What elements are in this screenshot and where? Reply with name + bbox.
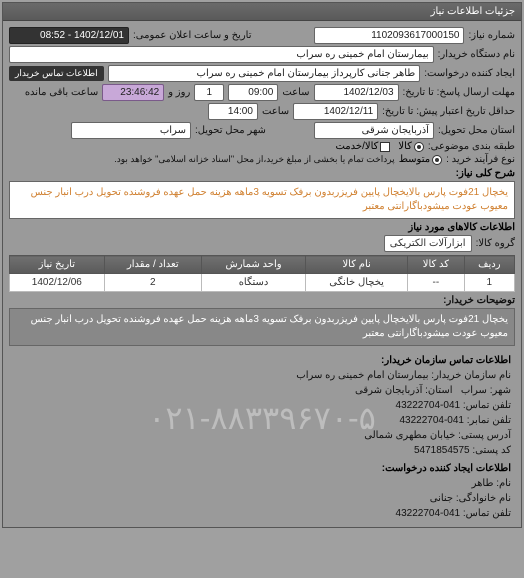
- deadline-time-label: ساعت: [282, 87, 309, 98]
- c-city-label: شهر:: [490, 385, 511, 396]
- col-code: کد کالا: [408, 256, 465, 274]
- cell-row: 1: [464, 274, 514, 292]
- goods-table-head: ردیف کد کالا نام کالا واحد شمارش تعداد /…: [10, 256, 515, 274]
- cell-qty: 2: [104, 274, 201, 292]
- c-rtel: 041-43222704: [396, 508, 461, 519]
- city-label: شهر محل تحویل:: [195, 125, 266, 136]
- org-name-label: نام سازمان خریدار:: [431, 370, 511, 381]
- c-city: سراب: [461, 385, 487, 396]
- checkbox-icon: [380, 142, 390, 152]
- cell-date: 1402/12/06: [10, 274, 105, 292]
- process-note: پرداخت تمام یا بخشی از مبلغ خرید،از محل …: [114, 154, 394, 165]
- lot-service-label: کالا/خدمت: [335, 141, 378, 152]
- buyer-dev-label: نام دستگاه خریدار:: [438, 49, 515, 60]
- c-addr: خیابان مطهری شمالی: [364, 430, 455, 441]
- org-name: بیمارستان امام خمینی ره سراب: [296, 370, 428, 381]
- goods-group-crumb[interactable]: ابزارآلات الکتریکی: [384, 235, 472, 252]
- c-addr-label: آدرس پستی:: [458, 430, 511, 441]
- col-unit: واحد شمارش: [201, 256, 305, 274]
- row-buyer-dev: نام دستگاه خریدار: بیمارستان امام خمینی …: [9, 46, 515, 63]
- goods-group-label: گروه کالا:: [476, 238, 515, 249]
- lot-radio-group: کالا کالا/خدمت: [335, 141, 423, 152]
- row-need-no: شماره نیاز: 1102093617000150 تاریخ و ساع…: [9, 27, 515, 44]
- deadline-time-field: 09:00: [228, 84, 278, 101]
- cell-name: یخچال خانگی: [306, 274, 408, 292]
- province-label: استان محل تحویل:: [438, 125, 515, 136]
- city-field: سراب: [71, 122, 191, 139]
- panel-title: جزئیات اطلاعات نیاز: [3, 3, 521, 21]
- c-fname-label: نام:: [496, 478, 511, 489]
- desc-label: شرح کلی نیاز:: [9, 168, 515, 179]
- details-panel: جزئیات اطلاعات نیاز شماره نیاز: 11020936…: [2, 2, 522, 528]
- cell-unit: دستگاه: [201, 274, 305, 292]
- row-lot: طبقه بندی موضوعی: کالا کالا/خدمت: [9, 141, 515, 152]
- col-date: تاریخ نیاز: [10, 256, 105, 274]
- lot-all-option[interactable]: کالا: [398, 141, 424, 152]
- goods-table: ردیف کد کالا نام کالا واحد شمارش تعداد /…: [9, 255, 515, 292]
- buyer-desc-text: یخچال 21فوت پارس بالایخچال پایین فریزربد…: [9, 308, 515, 346]
- goods-section-label: اطلاعات کالاهای مورد نیاز: [9, 222, 515, 233]
- c-postal: 5471854575: [414, 445, 470, 456]
- buyer-dev-field: بیمارستان امام خمینی ره سراب: [9, 46, 434, 63]
- need-no-field: 1102093617000150: [314, 27, 464, 44]
- credit-time-field: 14:00: [208, 103, 258, 120]
- process-label: نوع فرآیند خرید :: [446, 154, 515, 165]
- c-tel: 041-43222704: [396, 400, 461, 411]
- table-row[interactable]: 1 -- یخچال خانگی دستگاه 2 1402/12/06: [10, 274, 515, 292]
- lot-all-label: کالا: [398, 141, 412, 152]
- row-deadline: مهلت ارسال پاسخ: تا تاریخ: 1402/12/03 سا…: [9, 84, 515, 101]
- row-province: استان محل تحویل: آذربایجان شرقی شهر محل …: [9, 122, 515, 139]
- process-avg-option[interactable]: متوسط: [399, 154, 442, 165]
- contact-buyer-button[interactable]: اطلاعات تماس خریدار: [9, 66, 104, 81]
- desc-text: یخچال 21فوت پارس بالایخچال پایین فریزربد…: [9, 181, 515, 219]
- c-rtel-label: تلفن تماس:: [463, 508, 511, 519]
- c-lname-label: نام خانوادگی:: [456, 493, 511, 504]
- c-fax-label: تلفن نمابر:: [467, 415, 511, 426]
- pub-date-field: 1402/12/01 - 08:52: [9, 27, 129, 44]
- days-label: روز و: [168, 87, 190, 98]
- panel-body: شماره نیاز: 1102093617000150 تاریخ و ساع…: [3, 21, 521, 527]
- c-province: آذربایجان شرقی: [355, 385, 422, 396]
- row-credit: حداقل تاریخ اعتبار پیش: تا تاریخ: 1402/1…: [9, 103, 515, 120]
- lot-service-option[interactable]: کالا/خدمت: [335, 141, 390, 152]
- row-goods-group: گروه کالا: ابزارآلات الکتریکی: [9, 235, 515, 252]
- lot-label: طبقه بندی موضوعی:: [428, 141, 515, 152]
- c-lname: جنانی: [430, 493, 453, 504]
- row-requester: ایجاد کننده درخواست: طاهر جنانی کارپرداز…: [9, 65, 515, 82]
- credit-label: حداقل تاریخ اعتبار پیش: تا تاریخ:: [382, 106, 515, 117]
- c-fax: 041-43222704: [399, 415, 464, 426]
- cell-code: --: [408, 274, 465, 292]
- process-avg-label: متوسط: [399, 154, 430, 165]
- need-no-label: شماره نیاز:: [468, 30, 515, 41]
- c-fname: طاهر: [472, 478, 494, 489]
- col-name: نام کالا: [306, 256, 408, 274]
- radio-icon: [414, 142, 424, 152]
- row-buyer-desc-label: توضیحات خریدار:: [9, 295, 515, 306]
- c-province-label: استان:: [425, 385, 452, 396]
- c-tel-label: تلفن تماس:: [463, 400, 511, 411]
- pub-label: تاریخ و ساعت اعلان عمومی:: [133, 30, 252, 41]
- requester-field: طاهر جنانی کارپرداز بیمارستان امام خمینی…: [108, 65, 421, 82]
- row-process: نوع فرآیند خرید : متوسط پرداخت تمام یا ب…: [9, 154, 515, 165]
- requester-label: ایجاد کننده درخواست:: [424, 68, 515, 79]
- province-field: آذربایجان شرقی: [314, 122, 434, 139]
- contact-block: اطلاعات تماس سازمان خریدار: نام سازمان خ…: [9, 348, 515, 523]
- radio-icon: [432, 155, 442, 165]
- remaining-label: ساعت باقی مانده: [25, 87, 98, 98]
- req-contact-header: اطلاعات ایجاد کننده درخواست:: [13, 461, 511, 476]
- col-row: ردیف: [464, 256, 514, 274]
- c-postal-label: کد پستی:: [472, 445, 511, 456]
- org-contact-header: اطلاعات تماس سازمان خریدار:: [13, 353, 511, 368]
- credit-time-label: ساعت: [262, 106, 289, 117]
- days-remaining-field: 1: [194, 84, 224, 101]
- credit-date-field: 1402/12/11: [293, 103, 378, 120]
- buyer-desc-label: توضیحات خریدار:: [443, 295, 515, 306]
- deadline-date-field: 1402/12/03: [314, 84, 399, 101]
- col-qty: تعداد / مقدار: [104, 256, 201, 274]
- remaining-time-field: 23:46:42: [102, 84, 164, 101]
- deadline-label: مهلت ارسال پاسخ: تا تاریخ:: [403, 87, 515, 98]
